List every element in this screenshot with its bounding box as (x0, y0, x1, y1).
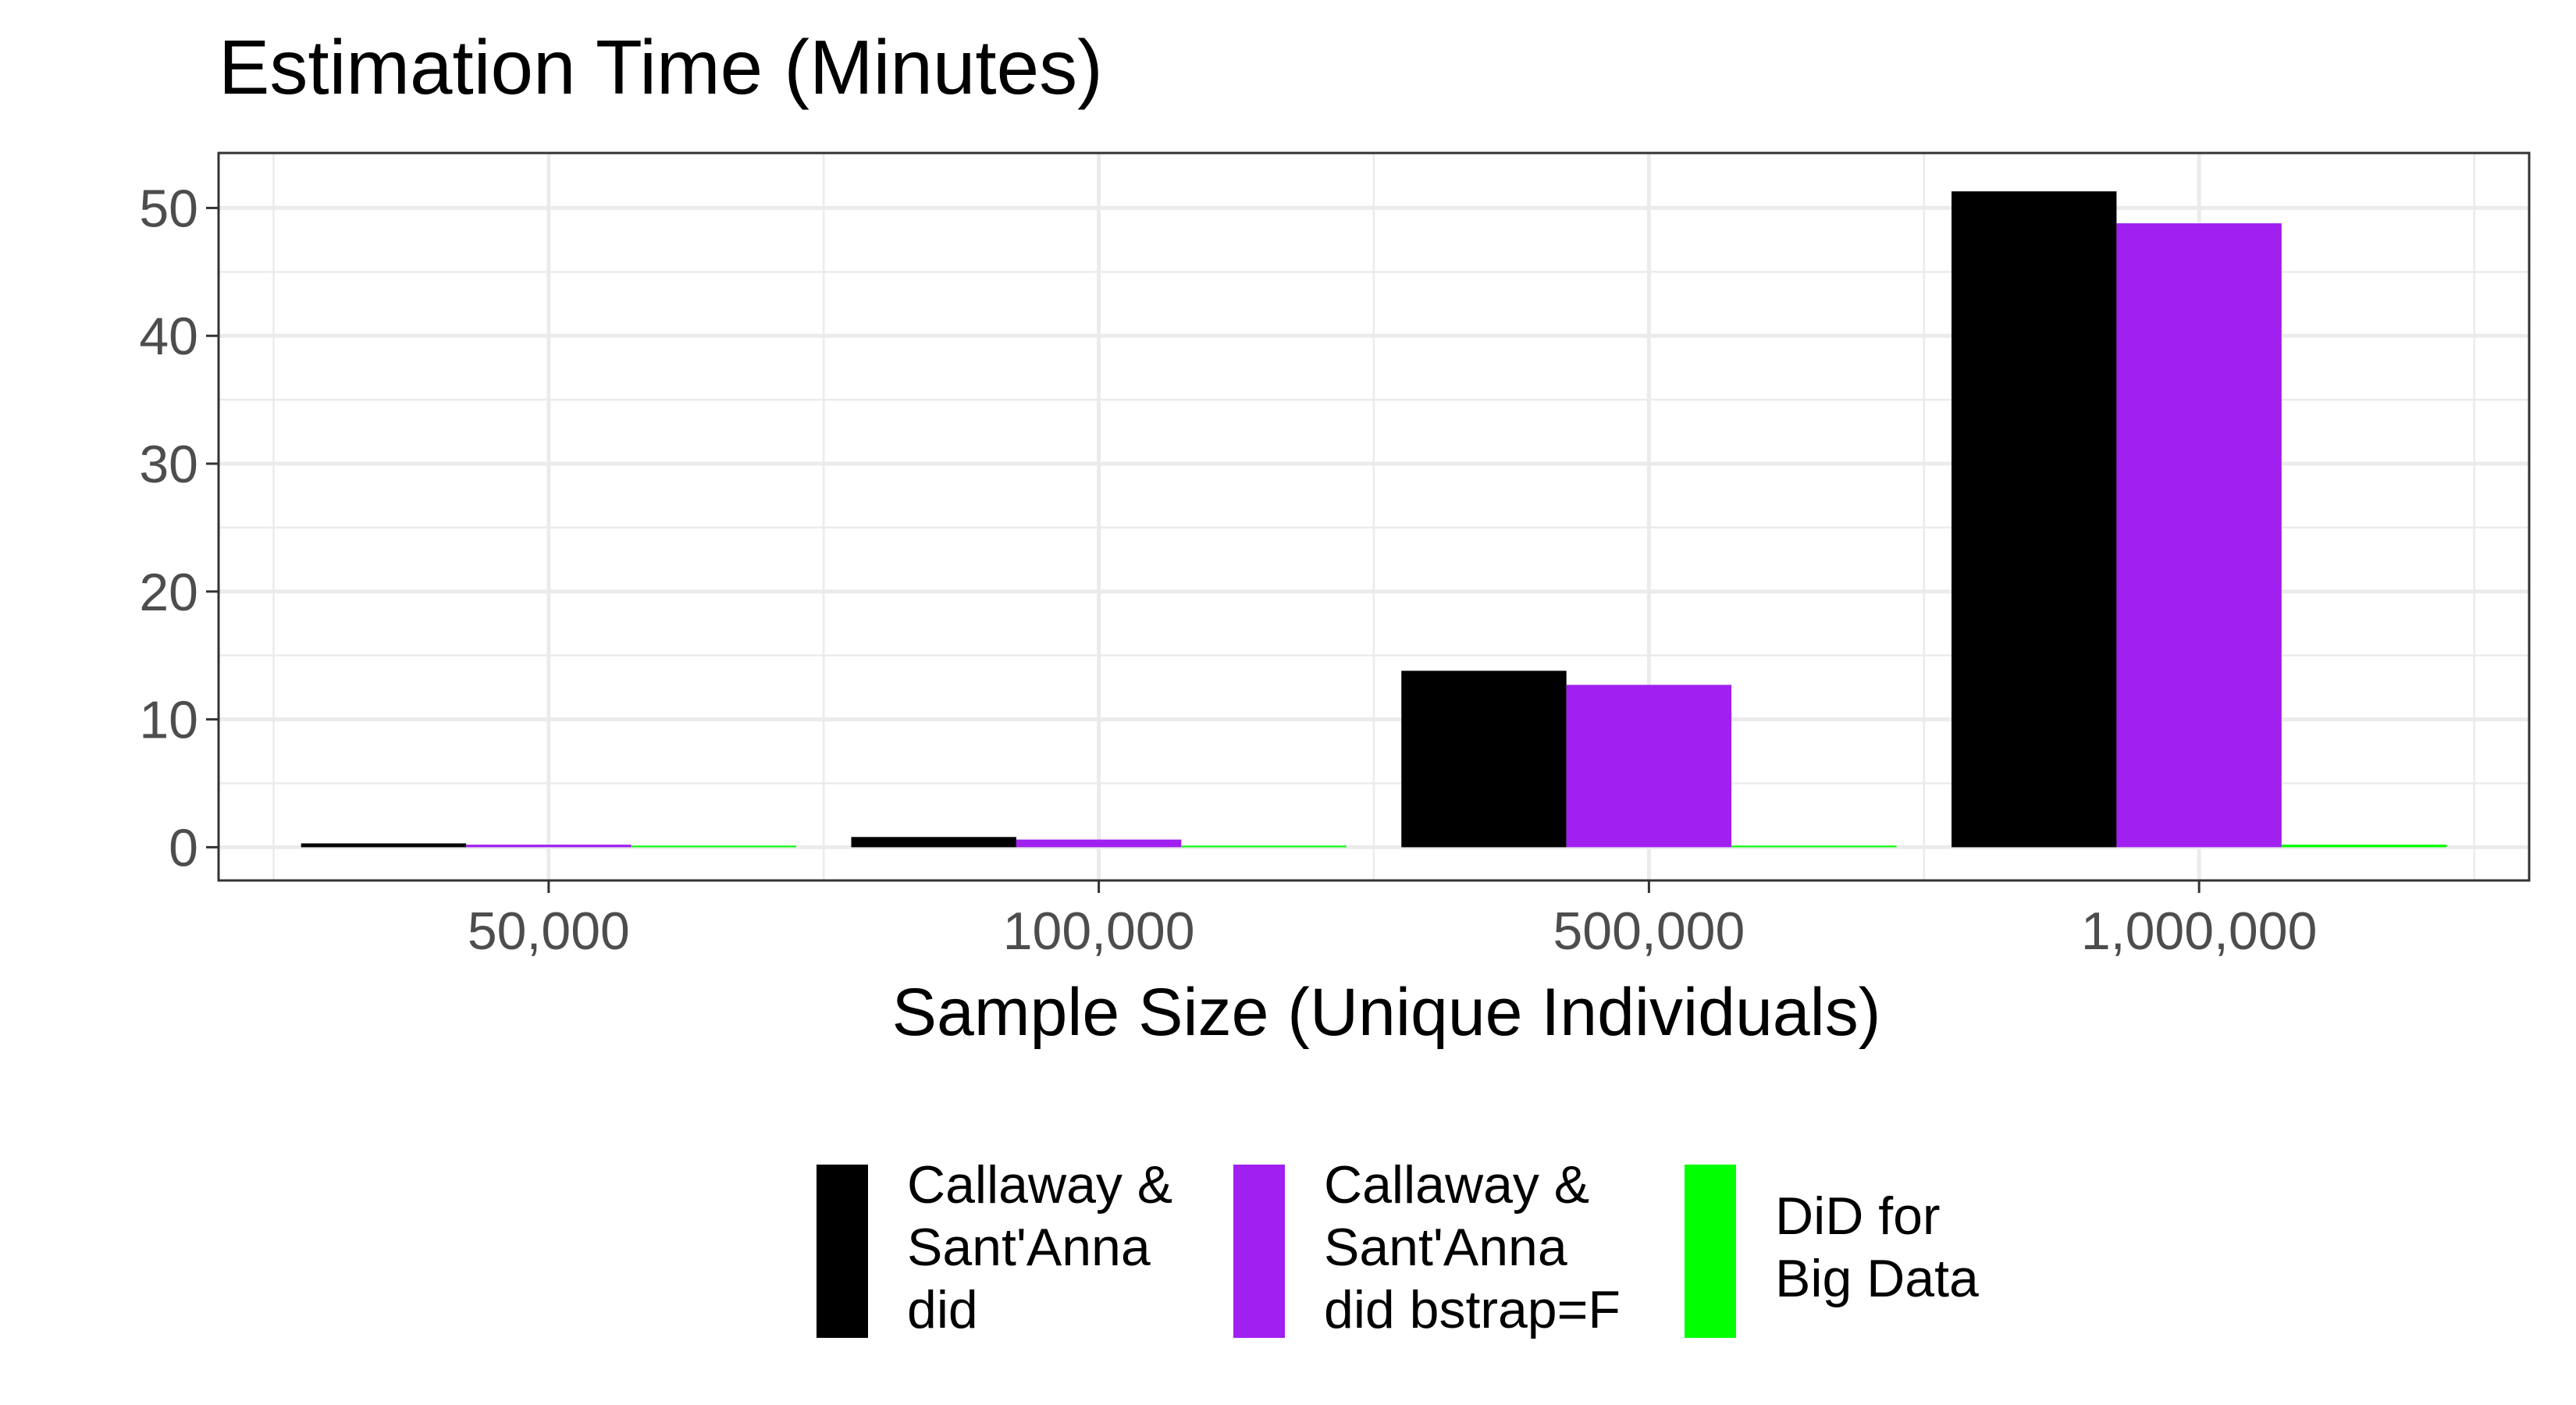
bars (301, 191, 2447, 848)
legend-label: DiD for Big Data (1775, 1186, 1979, 1308)
x-tick-label: 100,000 (1003, 902, 1195, 961)
bar (1016, 839, 1182, 848)
y-tick-label: 20 (139, 563, 198, 622)
x-tick-label: 1,000,000 (2081, 902, 2318, 961)
bar (1952, 191, 2117, 848)
y-tick-label: 40 (139, 307, 198, 366)
x-tick-label: 500,000 (1553, 902, 1745, 961)
x-axis-title: Sample Size (Unique Individuals) (892, 975, 1881, 1050)
legend-key (1685, 1165, 1736, 1338)
y-axis: 0 10 20 30 40 50 (139, 179, 219, 877)
legend: Callaway & Sant'Anna did Callaway & Sant'Ann… (817, 1155, 1979, 1339)
bar (1181, 845, 1347, 848)
minor-gridlines (219, 153, 2529, 880)
y-tick-label: 10 (139, 691, 198, 750)
x-axis: 50,000 100,000 500,000 1,000,000 (468, 880, 2318, 961)
bar (466, 845, 632, 848)
y-tick-label: 30 (139, 435, 198, 494)
legend-key (817, 1165, 868, 1338)
bar (631, 845, 796, 848)
bar (2281, 845, 2447, 848)
bar (851, 837, 1016, 848)
panel-border (217, 151, 2531, 882)
y-tick-label: 0 (169, 818, 198, 877)
legend-label: Callaway & Sant'Anna did bstrap=F (1324, 1155, 1621, 1339)
legend-key (1233, 1165, 1285, 1338)
x-tick-label: 50,000 (468, 902, 630, 961)
y-tick-label: 50 (139, 179, 198, 238)
bar (2116, 223, 2282, 848)
chart-title: Estimation Time (Minutes) (219, 24, 1103, 110)
bar (1401, 670, 1567, 848)
legend-label: Callaway & Sant'Anna did (907, 1155, 1172, 1339)
bar (301, 843, 467, 848)
bar (1566, 685, 1732, 848)
bar (1731, 845, 1897, 848)
